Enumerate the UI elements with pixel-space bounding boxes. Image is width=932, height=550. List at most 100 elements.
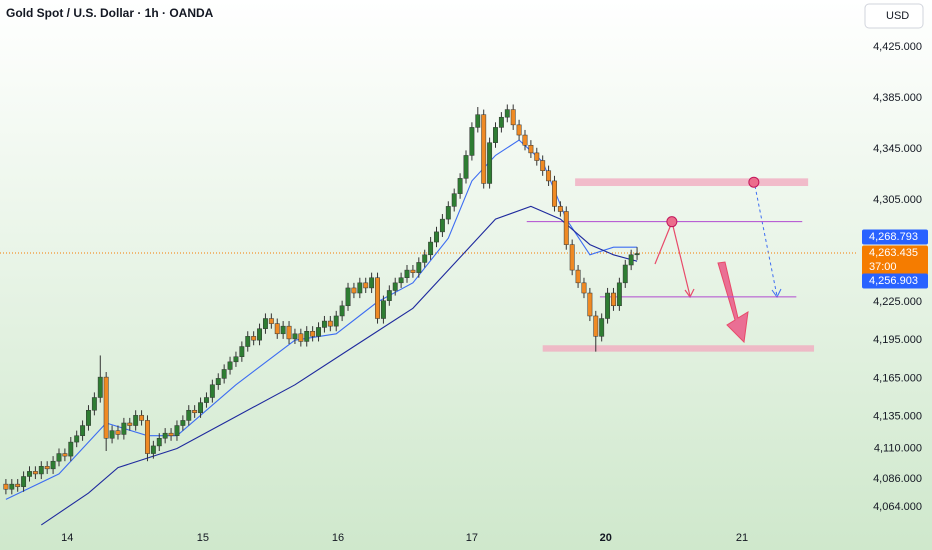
candle-body	[557, 206, 563, 212]
candle-body	[9, 483, 15, 490]
candle-body	[292, 333, 298, 340]
candle-body	[528, 144, 534, 154]
candle	[398, 272, 404, 288]
price-label-box	[862, 229, 928, 245]
candle-body	[91, 397, 97, 411]
candle	[162, 428, 168, 444]
candle	[316, 322, 321, 342]
candle	[38, 461, 44, 480]
candle	[493, 122, 498, 148]
candle	[239, 341, 245, 362]
price-countdown: 37:00	[869, 261, 897, 273]
candle-body	[32, 471, 38, 475]
candle	[581, 277, 587, 299]
candle	[504, 104, 510, 123]
candle	[186, 405, 192, 426]
candle	[546, 165, 552, 187]
candle	[469, 122, 475, 161]
candle	[156, 433, 162, 452]
price-label-box	[862, 273, 928, 289]
chart-title: Gold Spot / U.S. Dollar · 1h · OANDA	[6, 6, 214, 20]
candle	[457, 173, 463, 199]
candle-body	[150, 445, 156, 454]
candle	[634, 247, 640, 260]
candle-body	[192, 409, 198, 414]
candle	[434, 226, 439, 248]
candle-body	[404, 269, 410, 278]
candle-body	[611, 292, 616, 307]
candle-body	[498, 116, 504, 128]
candle	[145, 415, 150, 462]
candle-body	[469, 127, 475, 156]
candle	[56, 448, 62, 467]
candle-body	[616, 282, 622, 307]
y-tick-label: 4,195.000	[873, 334, 922, 346]
candle-body	[622, 264, 628, 284]
candle-body	[487, 142, 493, 184]
candle-body	[316, 327, 321, 337]
x-tick-label: 17	[466, 532, 478, 544]
candle-body	[321, 320, 327, 328]
point-marker	[666, 216, 678, 228]
candle	[540, 155, 546, 176]
candle-body	[634, 253, 640, 256]
candle	[245, 331, 251, 352]
price-label: 4,263.435	[869, 247, 918, 259]
candle	[168, 428, 174, 441]
zone	[575, 178, 809, 187]
candle	[3, 479, 9, 495]
candle-body	[445, 206, 451, 220]
candle	[109, 425, 115, 444]
candle	[227, 356, 233, 375]
candle	[192, 405, 198, 418]
candle	[445, 201, 451, 225]
candle	[292, 328, 298, 344]
currency-button[interactable]	[864, 3, 924, 29]
y-tick-label: 4,305.000	[873, 194, 922, 206]
candle	[622, 259, 628, 288]
candle-body	[56, 453, 62, 462]
candle	[422, 249, 428, 268]
candle-body	[257, 328, 262, 341]
candle	[204, 392, 209, 408]
candle	[563, 206, 569, 250]
candle	[127, 417, 133, 431]
candle-body	[398, 277, 404, 284]
y-tick-label: 4,110.000	[874, 442, 922, 454]
candle	[174, 420, 180, 441]
candle	[404, 265, 410, 283]
candle-body	[280, 325, 286, 335]
candle	[516, 119, 522, 141]
candle-body	[410, 269, 416, 273]
candle-body	[262, 318, 268, 329]
currency-label[interactable]: USD	[886, 10, 909, 22]
candle-body	[156, 438, 162, 447]
candle	[463, 150, 469, 184]
candle-body	[422, 254, 428, 263]
x-tick-label: 21	[736, 532, 748, 544]
y-tick-label: 4,135.000	[873, 411, 922, 423]
candle	[298, 328, 304, 347]
candle	[68, 436, 74, 462]
candle	[280, 321, 286, 339]
candle	[386, 285, 392, 306]
candle-body	[357, 282, 363, 294]
candle	[133, 410, 139, 431]
candle-body	[581, 282, 587, 294]
candle	[121, 417, 127, 440]
candle-body	[97, 376, 103, 398]
candle-body	[605, 292, 611, 319]
candle	[363, 277, 369, 294]
candle-body	[21, 476, 27, 487]
candle	[274, 318, 280, 339]
candle	[27, 466, 32, 482]
candle	[86, 405, 91, 431]
candle-body	[38, 466, 44, 475]
candle	[345, 282, 351, 311]
candle-body	[481, 114, 487, 184]
candle-body	[304, 331, 310, 342]
zone	[542, 345, 815, 352]
candle-body	[628, 254, 634, 266]
